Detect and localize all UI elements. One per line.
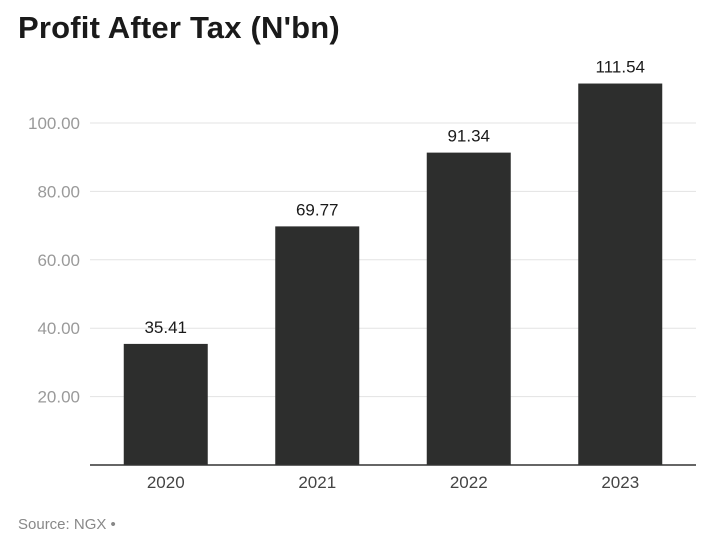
bar bbox=[426, 152, 511, 466]
bar bbox=[123, 343, 208, 465]
bar-value-label: 69.77 bbox=[296, 200, 339, 219]
y-tick-label: 20.00 bbox=[37, 388, 80, 407]
y-tick-label: 60.00 bbox=[37, 251, 80, 270]
source-note: Source: NGX • bbox=[18, 516, 116, 533]
x-category-label: 2020 bbox=[147, 473, 185, 492]
bar-value-label: 35.41 bbox=[144, 318, 187, 337]
bar-value-label: 91.34 bbox=[447, 127, 490, 146]
y-axis-ticks: 20.00 40.00 60.00 80.00 100.00 bbox=[28, 114, 80, 407]
y-tick-label: 80.00 bbox=[37, 182, 80, 201]
x-category-label: 2021 bbox=[298, 473, 336, 492]
y-tick-label: 100.00 bbox=[28, 114, 80, 133]
x-category-label: 2023 bbox=[601, 473, 639, 492]
chart-title: Profit After Tax (N'bn) bbox=[18, 10, 340, 45]
x-axis-labels: 2020 2021 2022 2023 bbox=[147, 473, 639, 492]
value-labels: 35.41 69.77 91.34 111.54 bbox=[144, 58, 645, 337]
source-bullet: • bbox=[110, 516, 116, 533]
x-category-label: 2022 bbox=[450, 473, 488, 492]
bar bbox=[578, 83, 663, 465]
bars bbox=[123, 83, 663, 466]
bar-value-label: 111.54 bbox=[596, 58, 645, 77]
y-tick-label: 40.00 bbox=[37, 319, 80, 338]
source-text: Source: NGX bbox=[18, 516, 107, 533]
bar bbox=[275, 226, 360, 465]
